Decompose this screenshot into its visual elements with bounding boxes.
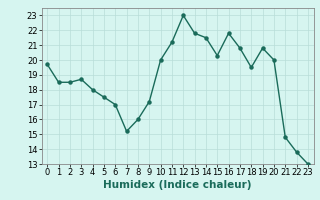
X-axis label: Humidex (Indice chaleur): Humidex (Indice chaleur) xyxy=(103,180,252,190)
